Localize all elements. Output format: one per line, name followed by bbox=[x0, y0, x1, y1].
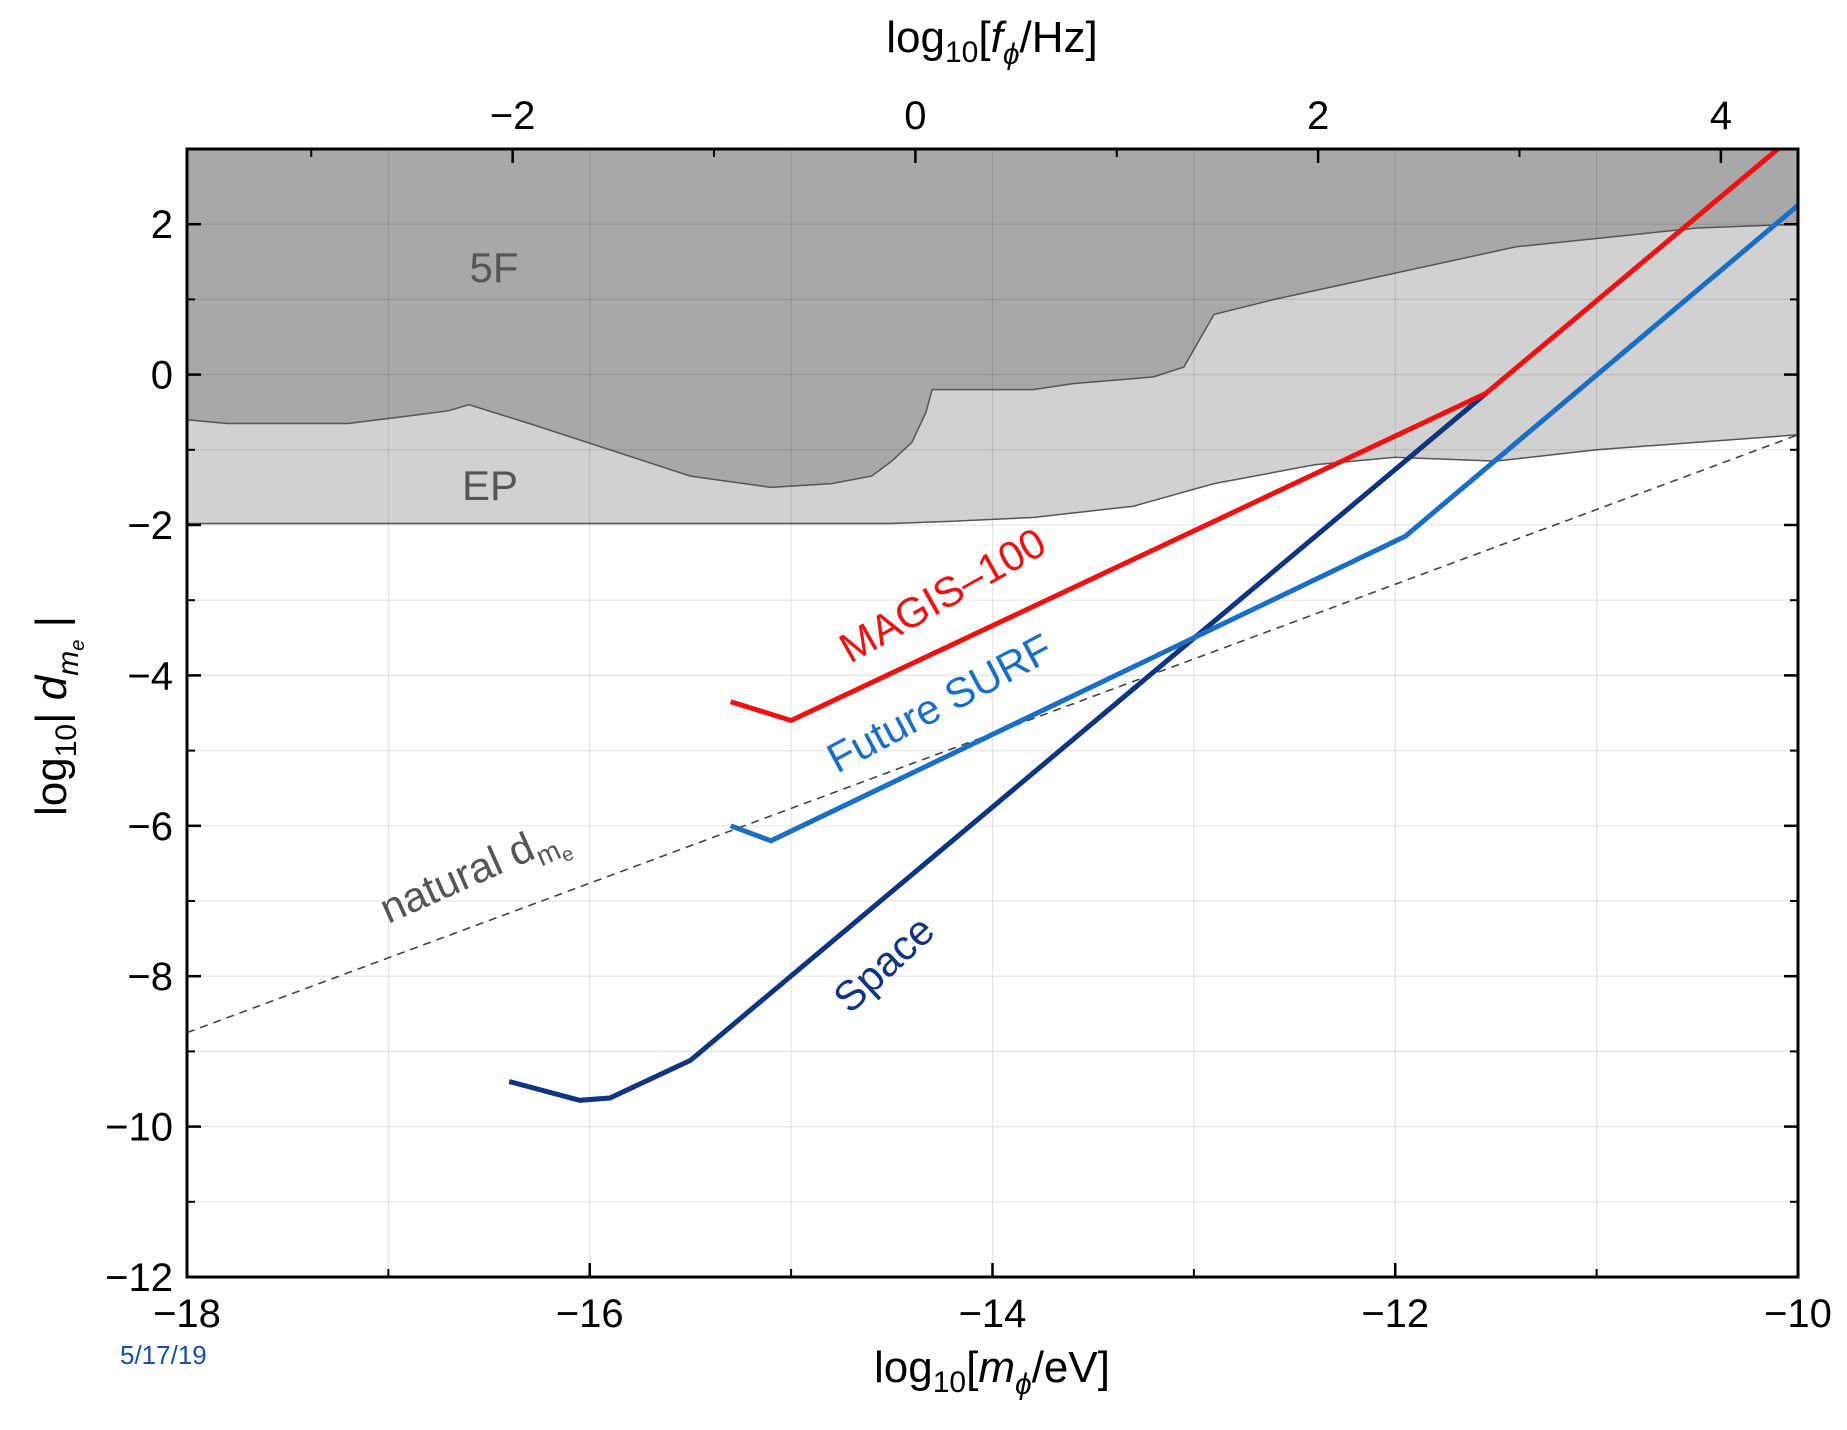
curve-label-space: Space bbox=[824, 906, 943, 1022]
y-title-mid: | bbox=[27, 700, 76, 724]
y-tick-label: −4 bbox=[127, 654, 173, 698]
x-title-sub: 10 bbox=[933, 1366, 966, 1399]
x2-title-mid: [ bbox=[978, 13, 990, 62]
x-title-varsub: ϕ bbox=[1015, 1368, 1032, 1401]
x-title-pre: log bbox=[874, 1343, 933, 1392]
x2-tick-label: −2 bbox=[490, 94, 536, 138]
x-title-mid: [ bbox=[966, 1343, 978, 1392]
y-axis-title: log10| dme | bbox=[27, 616, 89, 816]
x2-title-varsub: ϕ bbox=[1003, 38, 1020, 71]
x-tick-label: −18 bbox=[153, 1292, 221, 1336]
excluded-regions bbox=[187, 149, 1798, 525]
series-space bbox=[508, 391, 1488, 1103]
y-tick-label: −8 bbox=[127, 955, 173, 999]
region-5f bbox=[187, 149, 1798, 489]
x2-title-sub: 10 bbox=[945, 36, 978, 69]
x2-title-post: /Hz] bbox=[1020, 13, 1098, 62]
y-title-varsubsub: e bbox=[67, 640, 89, 651]
region-label-5f: 5F bbox=[469, 244, 518, 291]
x2-tick-label: 2 bbox=[1307, 94, 1329, 138]
axis-ticks: −18 −16 −14 −12 −10 2 0 −2 −4 −6 −8 −10 −12 −2 0 2 4 bbox=[105, 94, 1832, 1336]
curve-label-natural: natural dme bbox=[373, 809, 578, 943]
x-tick-label: −10 bbox=[1764, 1292, 1832, 1336]
x-tick-label: −14 bbox=[959, 1292, 1027, 1336]
y-title-var: d bbox=[27, 674, 76, 700]
y-tick-label: 0 bbox=[151, 354, 173, 398]
x-title-post: /eV] bbox=[1032, 1343, 1110, 1392]
x-title-var: m bbox=[978, 1343, 1015, 1392]
grid bbox=[187, 149, 1798, 1277]
y-title-pre: log bbox=[27, 757, 76, 816]
natural-label-text: natural d bbox=[373, 823, 541, 932]
y-tick-label: −10 bbox=[105, 1106, 173, 1150]
x2-axis-title: log10[fϕ/Hz] bbox=[886, 13, 1097, 71]
y-tick-label: 2 bbox=[151, 203, 173, 247]
x2-tick-label: 0 bbox=[904, 94, 926, 138]
series-future-surf bbox=[729, 203, 1798, 844]
date-stamp: 5/17/19 bbox=[120, 1340, 207, 1370]
y-title-sub: 10 bbox=[50, 724, 83, 757]
x2-title-pre: log bbox=[886, 13, 945, 62]
y-title-varsub: m bbox=[52, 651, 85, 676]
y-tick-label: −12 bbox=[105, 1256, 173, 1300]
x-tick-label: −12 bbox=[1361, 1292, 1429, 1336]
y-tick-label: −2 bbox=[127, 504, 173, 548]
y-title-post: | bbox=[27, 616, 76, 640]
region-label-ep: EP bbox=[462, 462, 518, 509]
x-tick-label: −16 bbox=[556, 1292, 624, 1336]
y-tick-label: −6 bbox=[127, 805, 173, 849]
x2-tick-label: 4 bbox=[1710, 94, 1732, 138]
x-axis-title: log10[mϕ/eV] bbox=[874, 1343, 1110, 1401]
series-magis-100 bbox=[729, 149, 1780, 724]
curves bbox=[187, 149, 1798, 1103]
